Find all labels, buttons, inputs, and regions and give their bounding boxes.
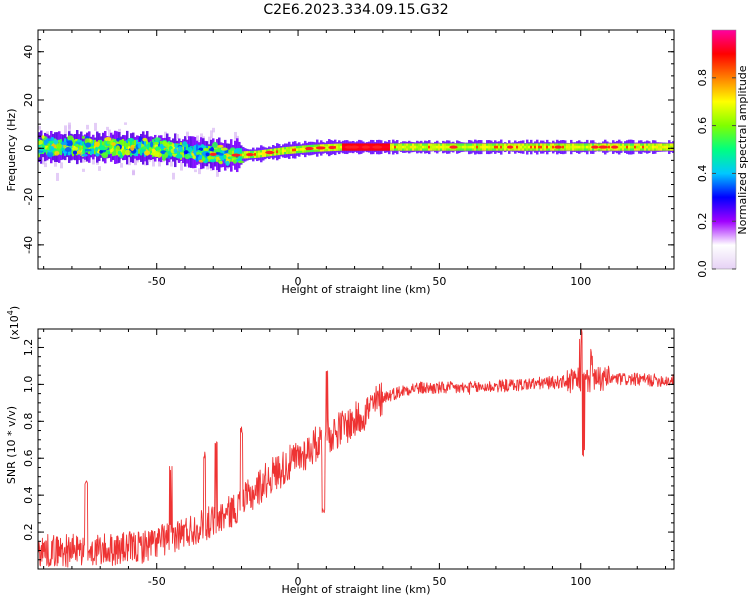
snr-panel: -50 0 50 100 0.2 0.4 0.6 0.8 1.0 1.2 Height of s…	[5, 306, 675, 596]
snr-y-tick-label: 0.8	[22, 413, 35, 431]
snr-y-tick-label: 1.0	[22, 376, 35, 394]
spectrogram-x-tick-label: 100	[570, 275, 591, 288]
snr-x-tick-label: -50	[148, 575, 166, 588]
snr-x-tick-label: 0	[295, 575, 302, 588]
colorbar-gradient	[712, 30, 736, 269]
spectrogram-y-tick-label: 40	[22, 45, 35, 59]
colorbar-tick-label: 0.4	[696, 165, 709, 183]
snr-y-tick-label: 0.4	[22, 486, 35, 504]
spectrogram-panel: -50 0 50 100 -40 -20 0 20 40 Height of straight…	[5, 29, 675, 296]
colorbar-tick-label: 0.0	[696, 260, 709, 278]
spectrogram-y-ticks: -40 -20 0 20 40	[22, 39, 674, 270]
spectrogram-image	[38, 122, 674, 181]
colorbar-tick-label: 0.8	[696, 69, 709, 87]
colorbar-tick-label: 0.6	[696, 117, 709, 135]
snr-scale-suffix: )	[8, 306, 21, 310]
colorbar-label: Normalized spectral amplitude	[736, 65, 749, 234]
colorbar-tick-label: 0.2	[696, 212, 709, 230]
snr-series-line	[38, 329, 674, 568]
snr-y-tick-label: 1.2	[22, 339, 35, 357]
spectrogram-x-tick-label: 0	[295, 275, 302, 288]
spectrogram-y-axis-label: Frequency (Hz)	[5, 109, 18, 192]
snr-x-axis-label: Height of straight line (km)	[281, 583, 430, 596]
spectrogram-x-ticks: -50 0 50 100	[43, 30, 667, 288]
snr-x-tick-label: 100	[570, 575, 591, 588]
snr-x-ticks: -50 0 50 100	[43, 329, 667, 588]
chart-title: C2E6.2023.334.09.15.G32	[263, 2, 448, 18]
snr-y-tick-label: 0.6	[22, 449, 35, 467]
spectrogram-y-tick-label: 20	[22, 93, 35, 107]
spectrogram-x-tick-label: 50	[432, 275, 446, 288]
spectrogram-y-tick-label: -40	[22, 236, 35, 254]
snr-x-tick-label: 50	[432, 575, 446, 588]
colorbar-frame	[711, 29, 737, 270]
snr-y-axis-label: SNR (10 * v/v)	[5, 406, 18, 484]
spectrogram-frame	[37, 29, 675, 270]
snr-scale-prefix: (x10	[8, 315, 21, 340]
svg-text:(x104): (x104)	[6, 306, 21, 340]
snr-scale-label: (x104)	[6, 306, 21, 340]
spectrogram-x-axis-label: Height of straight line (km)	[281, 283, 430, 296]
snr-y-ticks: 0.2 0.4 0.6 0.8 1.0 1.2	[22, 328, 674, 570]
colorbar: 0.0 0.2 0.4 0.6 0.8 Normalized spectral ampl…	[696, 29, 749, 278]
spectrogram-x-tick-label: -50	[148, 275, 166, 288]
snr-scale-exponent: 4	[6, 310, 15, 315]
colorbar-ticks: 0.0 0.2 0.4 0.6 0.8	[696, 69, 736, 278]
spectrogram-y-tick-label: -20	[22, 188, 35, 206]
snr-y-tick-label: 0.2	[22, 523, 35, 541]
spectrogram-y-tick-label: 0	[22, 145, 35, 152]
snr-plot-area	[38, 329, 674, 569]
